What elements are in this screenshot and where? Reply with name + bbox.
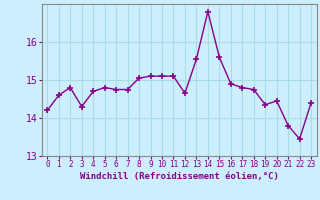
- X-axis label: Windchill (Refroidissement éolien,°C): Windchill (Refroidissement éolien,°C): [80, 172, 279, 181]
